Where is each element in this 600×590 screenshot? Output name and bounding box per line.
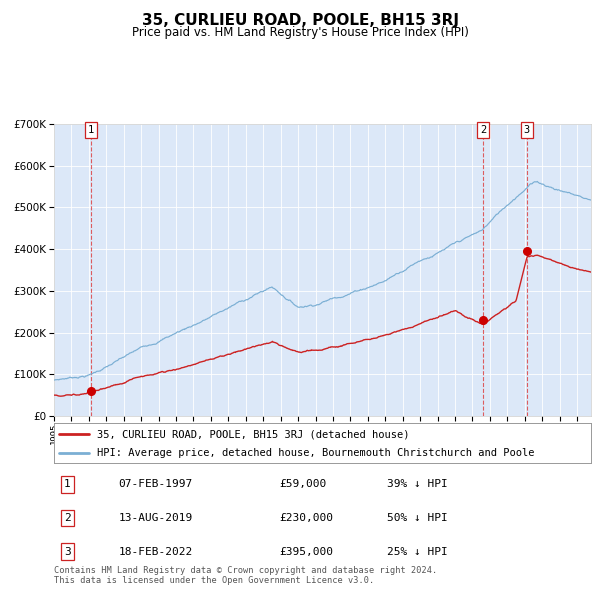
- Text: 2: 2: [64, 513, 71, 523]
- Text: 2: 2: [480, 124, 487, 135]
- Text: 35, CURLIEU ROAD, POOLE, BH15 3RJ: 35, CURLIEU ROAD, POOLE, BH15 3RJ: [142, 13, 458, 28]
- Text: £230,000: £230,000: [280, 513, 334, 523]
- Text: 07-FEB-1997: 07-FEB-1997: [118, 480, 193, 489]
- Text: 1: 1: [88, 124, 94, 135]
- Text: 3: 3: [524, 124, 530, 135]
- Text: 35, CURLIEU ROAD, POOLE, BH15 3RJ (detached house): 35, CURLIEU ROAD, POOLE, BH15 3RJ (detac…: [97, 430, 409, 440]
- Text: 13-AUG-2019: 13-AUG-2019: [118, 513, 193, 523]
- Text: 1: 1: [64, 480, 71, 489]
- Text: £395,000: £395,000: [280, 547, 334, 556]
- Text: HPI: Average price, detached house, Bournemouth Christchurch and Poole: HPI: Average price, detached house, Bour…: [97, 448, 535, 458]
- Text: Price paid vs. HM Land Registry's House Price Index (HPI): Price paid vs. HM Land Registry's House …: [131, 26, 469, 39]
- Text: 50% ↓ HPI: 50% ↓ HPI: [387, 513, 448, 523]
- Text: 18-FEB-2022: 18-FEB-2022: [118, 547, 193, 556]
- Text: 39% ↓ HPI: 39% ↓ HPI: [387, 480, 448, 489]
- Text: 25% ↓ HPI: 25% ↓ HPI: [387, 547, 448, 556]
- Text: 3: 3: [64, 547, 71, 556]
- Text: Contains HM Land Registry data © Crown copyright and database right 2024.
This d: Contains HM Land Registry data © Crown c…: [54, 566, 437, 585]
- Text: £59,000: £59,000: [280, 480, 327, 489]
